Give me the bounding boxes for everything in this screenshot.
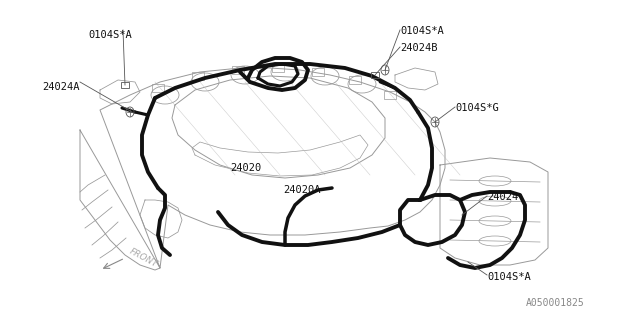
Bar [384,91,396,99]
Text: 24024: 24024 [487,192,518,202]
Bar [232,66,244,74]
Text: 24024A: 24024A [42,82,79,92]
Bar [272,64,284,72]
Bar [371,72,379,78]
Text: 0104S*A: 0104S*A [487,272,531,282]
Text: FRONT: FRONT [128,247,159,269]
Bar [192,72,204,80]
Text: A050001825: A050001825 [526,298,585,308]
Text: 24020: 24020 [230,163,261,173]
Bar [152,84,164,92]
Text: 0104S*G: 0104S*G [455,103,499,113]
Bar [312,68,324,76]
Text: 24024B: 24024B [400,43,438,53]
Bar [349,76,361,84]
Text: 0104S*A: 0104S*A [400,26,444,36]
Text: 24020A: 24020A [283,185,321,195]
Text: 0104S*A: 0104S*A [88,30,132,40]
Bar [121,82,129,88]
